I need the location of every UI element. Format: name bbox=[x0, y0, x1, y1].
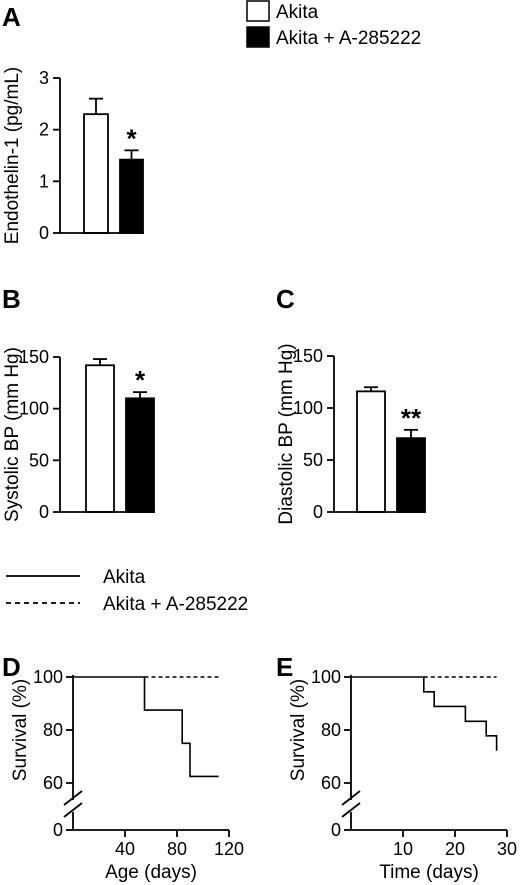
panel-e-y-tick-label: 0 bbox=[331, 820, 341, 840]
panel-a-y-tick-label: 3 bbox=[39, 68, 49, 88]
panel-d-x-tick-label: 80 bbox=[167, 839, 187, 859]
panel-d-x-axis-title: Age (days) bbox=[105, 862, 197, 883]
panel-d-axis-break-mark bbox=[63, 802, 83, 818]
panel-d-y-axis-title: Survival (%) bbox=[10, 679, 31, 781]
line-legend: Akita Akita + A-285222 bbox=[6, 567, 248, 615]
panel-e-series-akita bbox=[351, 676, 498, 751]
panel-c-y-tick-label: 50 bbox=[303, 450, 323, 470]
panel-c-bar bbox=[396, 437, 426, 513]
panel-d-y-tick-label: 60 bbox=[43, 773, 63, 793]
panel-d-y-tick-label: 0 bbox=[53, 820, 63, 840]
panel-a-bar bbox=[119, 158, 144, 234]
panel-e-axis-break-mark bbox=[341, 790, 361, 806]
panel-c-y-tick-label: 100 bbox=[293, 398, 323, 418]
panel-letter-b: B bbox=[2, 284, 21, 314]
panel-e-y-tick-label: 80 bbox=[321, 720, 341, 740]
panel-a-y-tick-label: 1 bbox=[39, 171, 49, 191]
panel-a-y-tick-label: 0 bbox=[39, 223, 49, 243]
panel-c-y-axis-title: Diastolic BP (mm Hg) bbox=[276, 343, 297, 524]
legend-label-akita-treated: Akita + A-285222 bbox=[276, 28, 421, 49]
panel-b-y-tick-label: 100 bbox=[19, 399, 49, 419]
panel-b-y-tick-label: 150 bbox=[19, 347, 49, 367]
panel-letter-d: D bbox=[2, 652, 21, 682]
bar-legend: Akita Akita + A-285222 bbox=[246, 0, 421, 49]
panel-b-significance: * bbox=[135, 365, 146, 395]
legend-swatch-akita bbox=[246, 0, 270, 22]
panel-d-x-tick-label: 120 bbox=[214, 839, 244, 859]
panel-c-y-tick-label: 0 bbox=[313, 502, 323, 522]
panel-d-x-tick-label: 40 bbox=[115, 839, 135, 859]
panel-e-x-tick-label: 20 bbox=[445, 839, 465, 859]
panel-d-axis-break-mark bbox=[63, 790, 83, 806]
panel-d-y-tick-label: 100 bbox=[33, 667, 63, 687]
panel-c-bar bbox=[356, 390, 386, 513]
panel-c-significance: ** bbox=[401, 403, 422, 433]
panel-letter-c: C bbox=[276, 284, 295, 314]
panel-e-y-tick-label: 60 bbox=[321, 773, 341, 793]
panel-b-bar bbox=[85, 364, 115, 513]
panel-e-x-tick-label: 10 bbox=[393, 839, 413, 859]
panel-a-significance: * bbox=[126, 123, 137, 153]
legend-line-label-akita: Akita bbox=[103, 567, 146, 588]
panel-c-y-tick-label: 150 bbox=[293, 346, 323, 366]
panel-letter-e: E bbox=[276, 652, 293, 682]
panel-b-y-tick-label: 0 bbox=[39, 502, 49, 522]
panel-e-axis-break-mark bbox=[341, 802, 361, 818]
panel-letter-a: A bbox=[2, 2, 21, 32]
panel-e-x-axis-title: Time (days) bbox=[379, 862, 479, 883]
legend-swatch-akita-treated bbox=[246, 26, 270, 48]
legend-line-label-akita-treated: Akita + A-285222 bbox=[103, 594, 248, 615]
panel-a-y-tick-label: 2 bbox=[39, 120, 49, 140]
legend-label-akita: Akita bbox=[276, 2, 319, 23]
panel-d-y-tick-label: 80 bbox=[43, 720, 63, 740]
panel-d-series-akita bbox=[73, 676, 219, 778]
panel-e-x-tick-label: 30 bbox=[497, 839, 517, 859]
panel-e-y-tick-label: 100 bbox=[311, 667, 341, 687]
panel-b-y-tick-label: 50 bbox=[29, 450, 49, 470]
panel-a-bar bbox=[83, 113, 109, 234]
panel-b-y-axis-title: Systolic BP (mm Hg) bbox=[2, 347, 23, 522]
panel-b-bar bbox=[125, 397, 155, 513]
panel-e-y-axis-title: Survival (%) bbox=[288, 679, 309, 781]
panel-a-y-axis-title: Endothelin-1 (pg/mL) bbox=[2, 67, 23, 244]
